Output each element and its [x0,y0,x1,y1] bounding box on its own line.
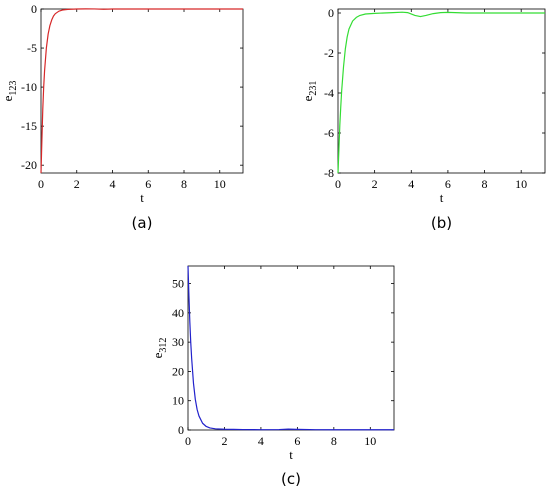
y-axis-label-base: e [0,95,15,101]
chart-panel-3: 0 2 4 6 8 10 0 10 20 30 40 50 t e312 (c) [150,265,395,488]
y-tick-label: -2 [324,46,334,60]
x-tick-label: 4 [258,434,264,448]
y-tick-label: -20 [21,158,37,172]
x-tick-label: 6 [145,177,151,191]
y-axis-label: e312 [150,338,169,359]
x-axis-label: t [440,190,444,205]
x-tick-label: 0 [185,434,191,448]
y-tick-label: -10 [21,80,37,94]
y-axis-label-base: e [150,352,165,358]
x-tick-label: 2 [74,177,80,191]
x-tick-label: 4 [408,177,414,191]
y-tick-label: 40 [172,306,184,320]
series-line-1 [40,8,243,174]
x-tick-label: 0 [38,177,44,191]
y-axis-label-subscript: 123 [8,81,19,96]
panel-caption: (c) [281,470,301,488]
y-tick-label: 20 [172,364,184,378]
panel-caption: (b) [431,214,452,232]
x-tick-label: 10 [364,434,376,448]
y-tick-label: -5 [27,41,37,55]
x-tick-label: 10 [515,177,527,191]
x-axis-label: t [289,447,293,462]
series-line-1 [187,265,394,431]
plot-frame [187,265,395,431]
y-tick-label: 50 [172,277,184,291]
plot-frame [337,8,546,174]
chart-panel-2: 0 2 4 6 8 10 0 -2 -4 -6 -8 t e231 (b) [300,6,546,232]
y-tick-label: 30 [172,335,184,349]
x-tick-label: 2 [372,177,378,191]
y-tick-label: 0 [328,6,334,20]
plot-frame [40,8,244,174]
x-tick-label: 10 [214,177,226,191]
x-tick-label: 8 [331,434,337,448]
y-tick-label: -6 [324,126,334,140]
y-tick-label: 0 [31,2,37,16]
x-tick-label: 4 [110,177,116,191]
y-axis-label-subscript: 312 [158,338,169,353]
y-tick-label: -15 [21,119,37,133]
y-axis-label: e231 [300,81,319,102]
y-axis-label-subscript: 231 [308,81,319,96]
x-tick-label: 8 [181,177,187,191]
x-tick-label: 8 [482,177,488,191]
x-tick-label: 2 [221,434,227,448]
x-tick-label: 0 [335,177,341,191]
y-tick-label: -8 [324,166,334,180]
series-line-1 [337,11,545,174]
chart-panel-1: 0 2 4 6 8 10 0 -5 -10 -15 -20 t e123 (a) [0,2,244,232]
x-axis-label: t [140,190,144,205]
y-tick-label: -4 [324,86,334,100]
y-axis-label-base: e [300,95,315,101]
y-tick-label: 10 [172,394,184,408]
y-axis-label: e123 [0,81,19,102]
x-tick-label: 6 [294,434,300,448]
x-tick-label: 6 [445,177,451,191]
y-tick-label: 0 [178,423,184,437]
panel-caption: (a) [132,214,153,232]
